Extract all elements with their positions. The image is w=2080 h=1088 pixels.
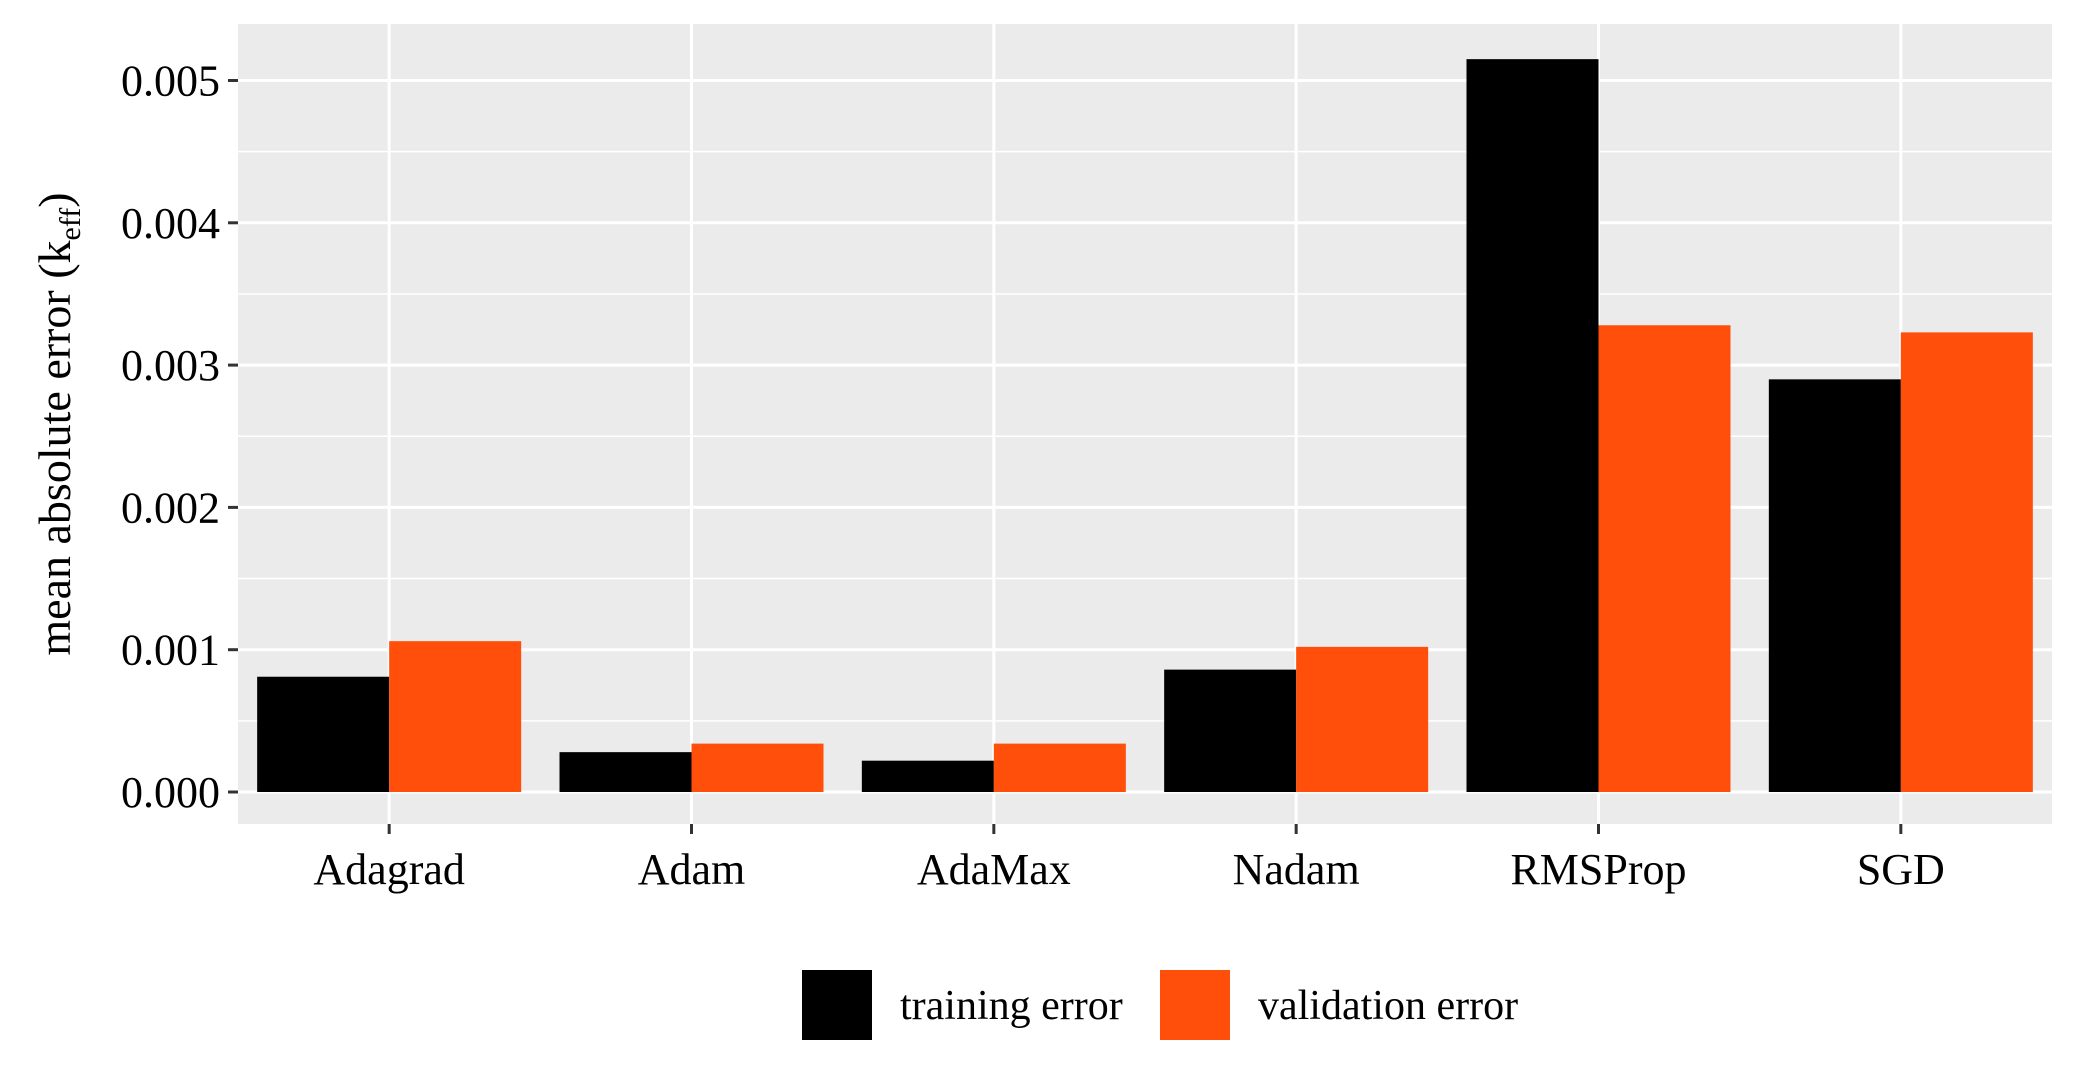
x-tick-label: Nadam bbox=[1233, 845, 1360, 894]
bar-training-nadam bbox=[1164, 669, 1297, 792]
bar-training-sgd bbox=[1768, 379, 1901, 792]
legend-label-training: training error bbox=[900, 983, 1123, 1029]
bars bbox=[257, 59, 2033, 792]
x-tick-label: Adagrad bbox=[313, 845, 465, 894]
plot-panel bbox=[238, 24, 2052, 824]
x-tick-label: AdaMax bbox=[917, 845, 1071, 894]
y-tick-label: 0.000 bbox=[121, 768, 220, 817]
bar-validation-rmsprop bbox=[1598, 325, 1731, 792]
x-tick-label: RMSProp bbox=[1510, 845, 1686, 894]
x-tick-label: Adam bbox=[638, 845, 746, 894]
y-tick-label: 0.005 bbox=[121, 57, 220, 106]
bar-validation-adamax bbox=[993, 743, 1126, 792]
y-axis-title-subscript: eff bbox=[54, 208, 87, 241]
legend-label-validation: validation error bbox=[1258, 983, 1518, 1029]
y-tick-label: 0.004 bbox=[121, 199, 220, 248]
y-axis: 0.000 0.001 0.002 0.003 0.004 0.005 bbox=[121, 57, 238, 817]
bar-training-adagrad bbox=[257, 676, 390, 792]
y-tick-label: 0.002 bbox=[121, 483, 220, 532]
bar-validation-nadam bbox=[1296, 646, 1429, 792]
bar-training-rmsprop bbox=[1466, 59, 1599, 792]
x-axis: Adagrad Adam AdaMax Nadam RMSProp SGD bbox=[313, 824, 1945, 894]
bar-training-adam bbox=[559, 752, 692, 792]
bar-validation-adam bbox=[691, 743, 824, 792]
legend-key-training bbox=[802, 970, 872, 1040]
y-axis-title: mean absolute error (keff) bbox=[29, 192, 87, 655]
y-tick-label: 0.001 bbox=[121, 626, 220, 675]
major-gridlines bbox=[238, 24, 2052, 824]
legend-key-validation bbox=[1160, 970, 1230, 1040]
x-tick-label: SGD bbox=[1857, 845, 1945, 894]
bar-validation-adagrad bbox=[389, 641, 522, 792]
minor-gridlines bbox=[238, 150, 2052, 722]
y-tick-label: 0.003 bbox=[121, 341, 220, 390]
bar-validation-sgd bbox=[1900, 332, 2033, 792]
bar-training-adamax bbox=[861, 760, 994, 792]
legend: training error validation error bbox=[802, 970, 1518, 1040]
